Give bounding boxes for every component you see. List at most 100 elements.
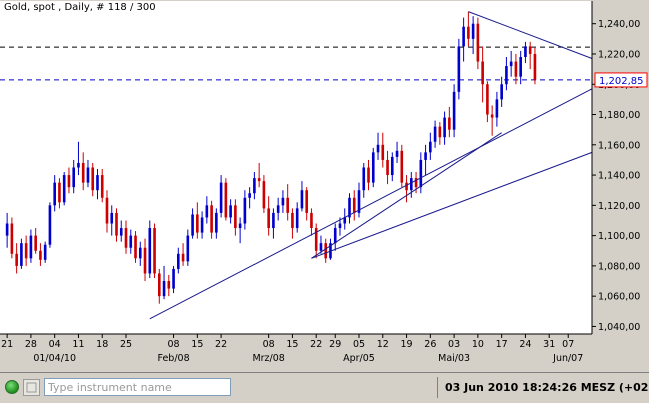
candle-body [352, 197, 356, 213]
candle-body [481, 61, 484, 85]
candle [134, 231, 137, 263]
candle [29, 229, 33, 263]
x-period-label: Mrz/08 [252, 353, 284, 364]
candle-body [210, 205, 213, 233]
candle [10, 217, 14, 259]
candle [243, 190, 247, 230]
candle [429, 132, 432, 160]
x-tick-label: 11 [72, 339, 84, 350]
x-period-label: Apr/05 [343, 353, 375, 364]
candle-body [162, 281, 166, 297]
candle-body [300, 190, 304, 209]
y-tick-label: 1,080,00 [598, 261, 640, 272]
candle [77, 141, 80, 176]
candle-body [15, 253, 18, 266]
y-tick-label: 1,240,00 [598, 19, 640, 30]
candle-body [10, 223, 14, 254]
x-tick-label: 21 [1, 339, 13, 350]
status-connected-icon[interactable] [5, 380, 19, 394]
candle-body [5, 223, 9, 236]
candle-body [138, 247, 142, 259]
candle-body [257, 178, 261, 182]
candle-body [533, 53, 537, 80]
candle-body [509, 61, 513, 67]
chart-window: Gold, spot , Daily, # 118 / 300 1,240,00… [0, 0, 649, 372]
candle [533, 47, 537, 85]
y-tick-label: 1,100,00 [598, 231, 640, 242]
candle-body [286, 197, 289, 213]
candle [157, 268, 161, 304]
candle-body [181, 253, 185, 262]
candle-body [205, 205, 209, 218]
candle [514, 53, 518, 85]
x-tick-label: 29 [329, 339, 341, 350]
candle [476, 17, 480, 70]
candle [381, 132, 385, 168]
candle [376, 132, 380, 160]
candle [162, 265, 166, 300]
candle [119, 220, 123, 242]
candle-body [167, 281, 171, 289]
candle [276, 197, 280, 221]
candle-body [519, 57, 522, 77]
x-tick-label: 22 [310, 339, 322, 350]
candle-body [272, 212, 275, 229]
candle-body [343, 217, 347, 224]
candle [58, 178, 61, 209]
candle-body [291, 212, 294, 229]
candle [457, 38, 461, 100]
candle [81, 152, 85, 191]
candle-body [100, 175, 104, 198]
candle-body [490, 114, 494, 118]
candle-body [514, 61, 518, 77]
candle [34, 228, 37, 254]
candle [205, 196, 209, 224]
x-tick-label: 10 [472, 339, 484, 350]
x-tick-label: 15 [191, 339, 203, 350]
candle [433, 120, 437, 148]
candle [267, 196, 270, 236]
candle [234, 199, 237, 236]
candle-body [486, 84, 489, 115]
candle-body [58, 182, 61, 203]
candle [448, 106, 451, 138]
candle-body [319, 243, 323, 251]
candle [371, 147, 375, 188]
x-tick-label: 25 [120, 339, 132, 350]
candle [100, 169, 104, 203]
candle-body [110, 212, 114, 224]
candle-body [62, 175, 66, 203]
x-tick-label: 26 [424, 339, 436, 350]
candle [39, 243, 42, 266]
candle-body [443, 117, 446, 138]
candle [395, 141, 399, 163]
gold-daily-chart[interactable]: Gold, spot , Daily, # 118 / 300 1,240,00… [0, 0, 649, 372]
instrument-search-input[interactable] [44, 378, 231, 396]
candle [300, 181, 304, 212]
x-tick-label: 08 [263, 339, 275, 350]
x-period-label: 01/04/10 [33, 353, 76, 364]
trendline-1 [311, 151, 593, 259]
candle-body [105, 197, 109, 224]
candle-body [77, 162, 80, 168]
candle-body [143, 247, 147, 274]
candle [291, 208, 294, 239]
candle [400, 144, 404, 188]
candle-body [200, 217, 204, 233]
candle-body [157, 273, 161, 297]
candle-body [448, 117, 451, 130]
candle [24, 235, 28, 266]
gear-icon[interactable] [23, 379, 40, 396]
x-period-label: Feb/08 [158, 353, 190, 364]
candle [390, 152, 394, 182]
candle-body [310, 212, 313, 229]
candle [253, 172, 256, 200]
candle [210, 200, 213, 239]
y-tick-label: 1,140,00 [598, 171, 640, 182]
plot-area[interactable] [0, 1, 592, 334]
candle-body [96, 175, 99, 191]
x-tick-label: 17 [496, 339, 508, 350]
candle-body [414, 178, 418, 188]
candle-body [386, 159, 389, 176]
candle-body [505, 66, 508, 85]
